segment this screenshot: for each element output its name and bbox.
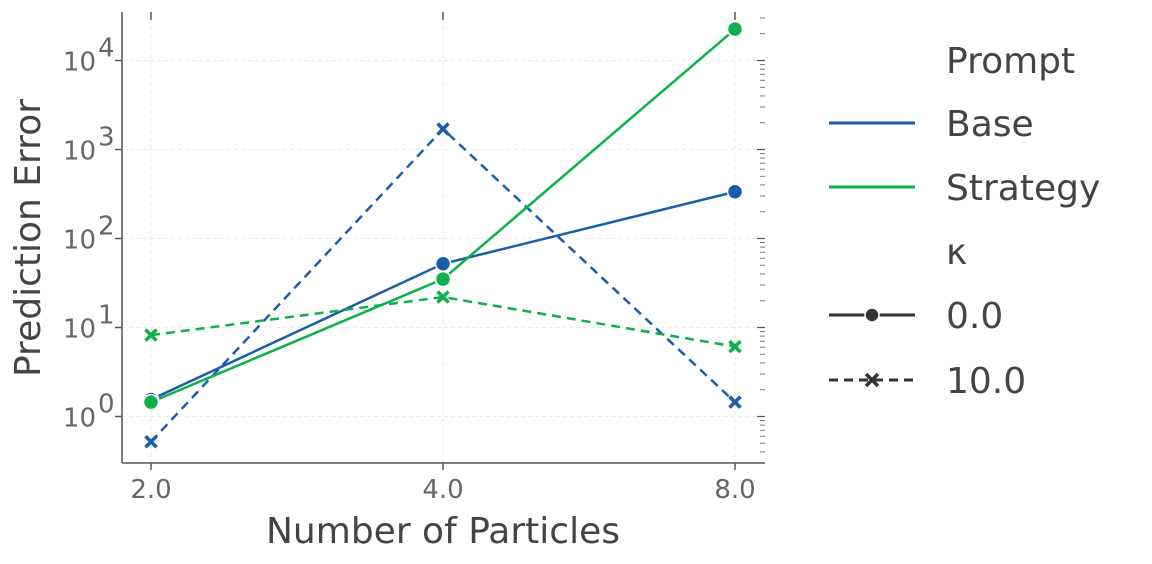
x-axis-title: Number of Particles [266,511,620,552]
x-stroke [436,290,450,304]
data-point-x [144,435,158,449]
axes [115,12,765,470]
data-point-circle [434,270,452,288]
legend-title-kappa: κ [946,232,967,273]
y-tick-exponent: 1 [98,301,115,331]
x-tick-label: 2.0 [130,475,171,505]
x-stroke [144,328,158,342]
x-stroke [728,339,742,354]
y-tick-exponent: 2 [98,212,115,242]
data-point-x [144,328,158,342]
y-tick-label: 10 [63,48,96,78]
legend-label-kappa-10: 10.0 [946,361,1026,402]
x-tick-label: 4.0 [422,475,463,505]
data-point-circle [726,20,744,38]
y-tick-label: 10 [63,404,96,434]
data-point-x [436,290,450,304]
x-stroke [436,122,450,136]
data-point-x [436,122,450,136]
data-point-x [728,395,742,409]
legend-title-prompt: Prompt [946,41,1075,82]
legend-marker-x [864,372,880,388]
y-tick-exponent: 3 [98,123,115,153]
y-tick-exponent: 4 [98,34,115,64]
y-tick-exponent: 0 [98,390,115,420]
y-tick-label: 10 [63,226,96,256]
y-tick-label: 10 [63,315,96,345]
legend-marker-circle [864,307,880,323]
data-point-x [728,339,742,354]
legend: Prompt Base Strategy κ 0.0 10.0 [829,41,1100,402]
legend-label-base: Base [946,104,1034,145]
x-stroke [728,395,742,409]
markers [142,20,744,449]
grid [122,12,765,463]
legend-label-kappa-0: 0.0 [946,296,1003,337]
x-tick-label: 8.0 [714,475,755,505]
y-tick-label: 10 [63,137,96,167]
data-point-circle [142,393,160,411]
legend-label-strategy: Strategy [946,168,1100,209]
data-point-circle [726,183,744,201]
series-line-strategy-10.0 [150,295,736,348]
data-point-circle [434,255,452,273]
x-stroke [144,435,158,449]
y-axis-title: Prediction Error [8,99,49,377]
